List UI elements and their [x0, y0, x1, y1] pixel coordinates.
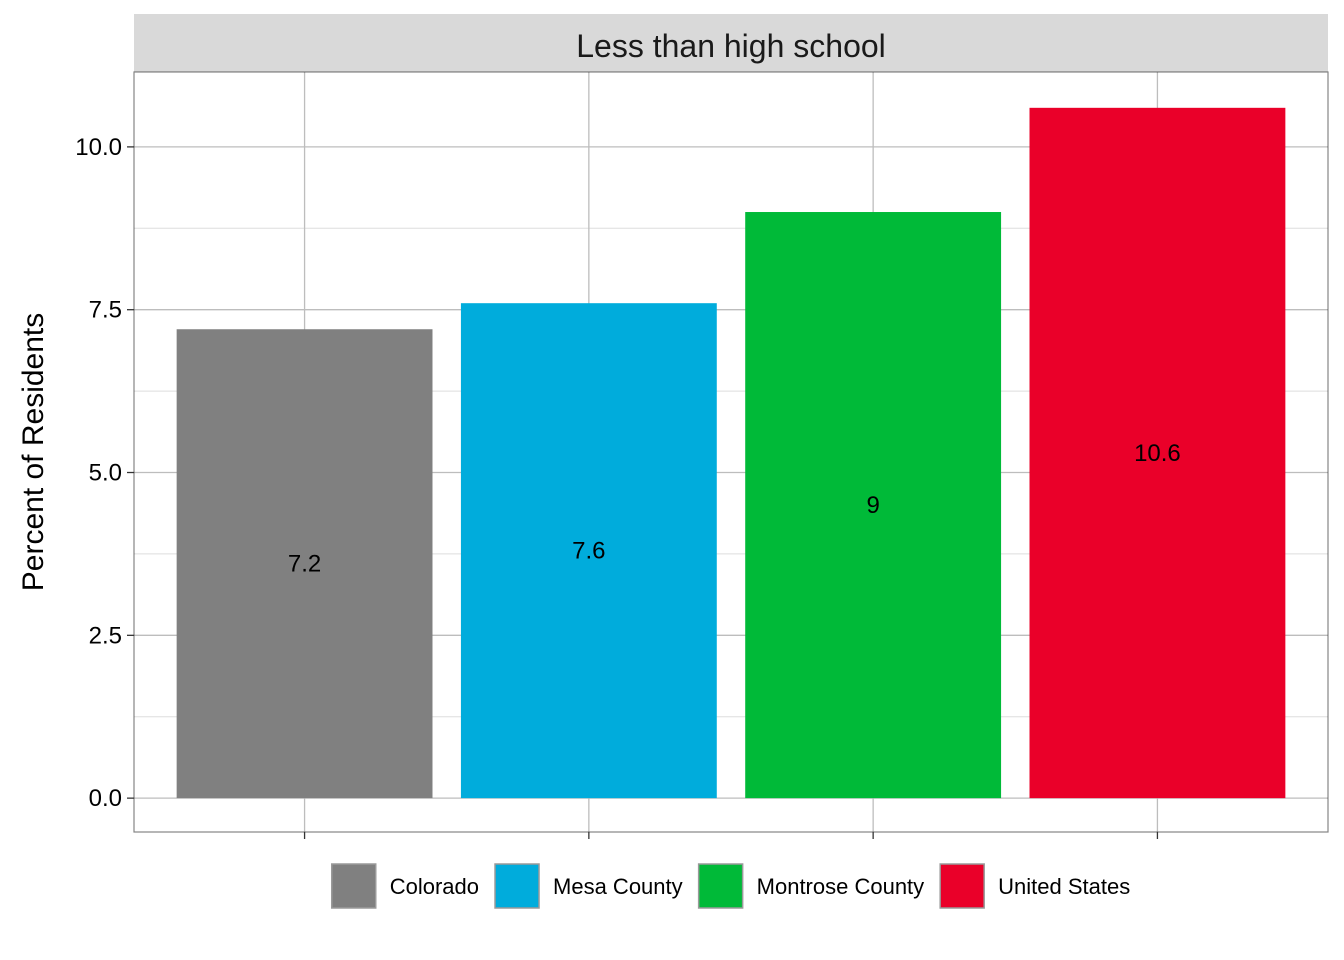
facet-strip-title: Less than high school [576, 28, 886, 64]
facet-strip-background [134, 14, 1328, 72]
legend-label: Montrose County [757, 874, 925, 899]
legend-label: United States [998, 874, 1130, 899]
bar-value-label: 7.6 [572, 538, 605, 565]
y-tick-label: 0.0 [89, 785, 122, 812]
bars [176, 107, 1286, 799]
y-axis-title: Percent of Residents [17, 313, 50, 591]
panel-border [133, 71, 1329, 833]
y-axis: 0.0 2.5 5.0 7.5 10.0 [75, 134, 134, 812]
legend: Colorado Mesa County Montrose County United… [330, 863, 1130, 909]
bar-labels: 7.2 7.6 9 10.6 [288, 440, 1181, 578]
legend-label: Colorado [390, 874, 479, 899]
legend-item: Colorado [330, 863, 479, 909]
legend-key [330, 863, 377, 909]
legend-key [494, 863, 540, 909]
bar-value-label: 7.2 [288, 551, 321, 578]
bar [460, 303, 717, 799]
legend-item: Mesa County [494, 863, 683, 909]
legend-item: United States [939, 863, 1130, 909]
bar-value-label: 9 [866, 492, 879, 519]
y-tick-label: 10.0 [75, 134, 122, 161]
legend-key [697, 863, 744, 909]
legend-item: Montrose County [697, 863, 925, 909]
x-axis [303, 832, 1159, 839]
facet-strip: Less than high school [134, 14, 1328, 72]
legend-label: Mesa County [553, 874, 683, 899]
legend-key [939, 863, 985, 909]
bar [176, 329, 433, 799]
plot-panel: 7.2 7.6 9 10.6 [133, 71, 1329, 833]
bar [745, 212, 1002, 799]
bar [1029, 107, 1286, 799]
y-tick-label: 7.5 [89, 297, 122, 324]
bar-value-label: 10.6 [1134, 440, 1181, 467]
y-tick-label: 2.5 [89, 622, 122, 649]
y-tick-label: 5.0 [89, 460, 122, 487]
